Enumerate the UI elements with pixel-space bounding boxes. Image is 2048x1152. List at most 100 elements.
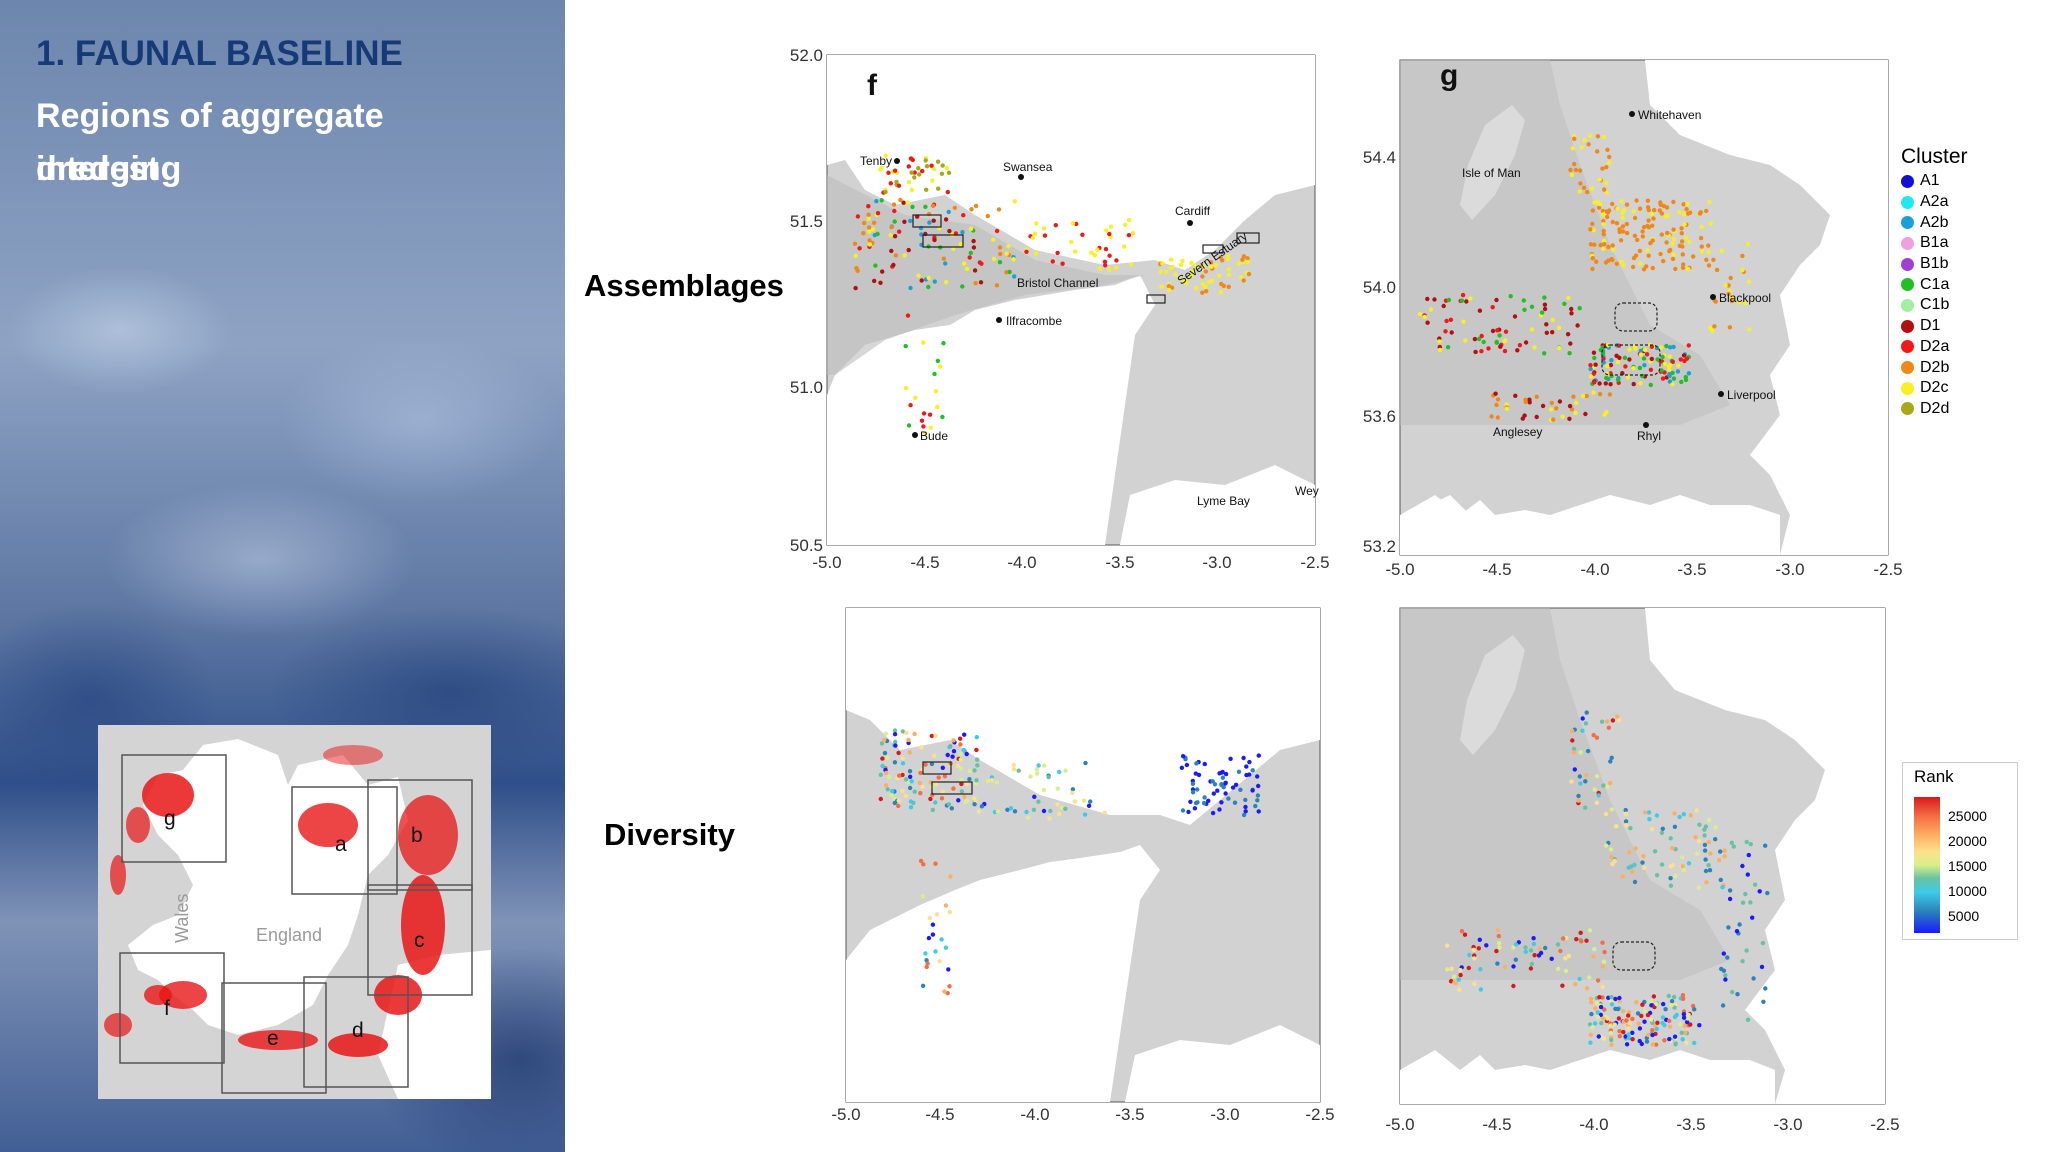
sample-point [886,170,891,175]
sample-point [1642,865,1647,870]
sample-point [1630,264,1636,270]
sample-point [1624,230,1630,236]
cluster-color-swatch [1901,278,1914,292]
sample-point [1494,402,1499,408]
sample-point [1679,1030,1684,1035]
sample-point [1568,341,1573,346]
cluster-color-swatch [1901,174,1914,188]
sample-point [1726,291,1731,297]
sample-point [1193,263,1198,268]
sample-point [1640,373,1645,379]
sample-point [1032,231,1038,236]
sample-point [1602,1007,1607,1012]
sample-point [1698,210,1703,215]
sample-point [1745,241,1751,247]
sample-point [1502,964,1507,970]
sample-point [1544,330,1549,335]
sample-point [929,163,934,168]
panel-label-g: g [1440,59,1458,92]
sample-point [1595,149,1600,154]
sample-point [913,395,918,401]
sample-point [1659,862,1665,867]
sample-point [932,371,937,377]
sample-point [1460,292,1466,298]
sample-point [1646,218,1651,223]
sample-point [1463,338,1468,343]
sample-point [958,751,963,757]
sample-point [978,280,984,285]
sample-point [907,769,913,774]
sample-point [1605,342,1611,348]
sample-point [930,178,935,183]
sample-point [1588,996,1594,1001]
sample-point [1449,330,1454,335]
sample-point [1180,277,1186,282]
sample-point [1638,261,1643,266]
sample-point [874,198,879,204]
sample-point [1672,1034,1678,1039]
sample-point [1658,345,1664,350]
sample-point [1615,1006,1621,1012]
sample-point [1586,142,1591,147]
sample-point [1590,208,1596,213]
sample-point [1458,968,1463,973]
sample-point [917,172,922,177]
sample-point [1744,948,1749,953]
sample-point [1665,213,1671,218]
sample-point [1571,394,1576,399]
sample-point [1560,983,1565,988]
sample-point [1042,763,1047,768]
sample-point [866,225,872,230]
sample-point [1590,256,1595,261]
sample-point [1664,205,1670,210]
sample-point [1047,816,1052,821]
sample-point [1425,320,1430,325]
sample-point [1168,257,1174,262]
sample-point [1468,296,1473,301]
rank-value-2: 15000 [1948,858,1987,874]
sample-point [1654,1026,1659,1032]
sample-point [1617,1029,1622,1034]
sample-point [1050,259,1055,264]
sample-point [947,984,952,989]
sample-point [1667,1024,1673,1029]
sample-point [1723,977,1728,982]
sample-point [1528,966,1534,971]
sample-point [909,779,914,784]
sample-point [1607,154,1612,160]
sample-point [1713,299,1718,304]
sample-point [1729,840,1734,845]
sample-point [1591,390,1596,395]
sample-point [1208,260,1214,265]
cluster-legend-label: A2a [1920,193,1949,211]
sample-point [1057,811,1062,817]
sample-point [1529,961,1535,967]
sample-point [866,216,871,222]
sample-point [900,788,905,794]
sample-point [1195,787,1200,792]
sample-point [1183,757,1188,762]
sample-point [1584,986,1590,991]
sample-point [1549,400,1554,406]
sample-point [1512,314,1518,319]
sample-point [1620,229,1626,234]
sample-point [1609,1042,1614,1047]
sample-point [1606,244,1611,250]
sample-point [1103,246,1109,252]
sample-point [1606,995,1611,1000]
sample-point [1617,1034,1622,1039]
cluster-color-swatch [1901,402,1914,416]
sample-point [1624,1018,1629,1023]
sample-point [1610,219,1615,225]
sample-point [935,404,940,410]
sample-point [888,232,893,238]
rank-value-3: 10000 [1948,883,1987,899]
sample-point [1592,380,1597,385]
sample-point [1609,994,1614,1000]
sample-point [1649,1017,1654,1022]
sample-point [882,750,888,756]
sample-point [1708,851,1713,856]
sample-point [1696,885,1701,890]
sample-point [1659,232,1664,237]
sample-point [1599,1020,1604,1026]
